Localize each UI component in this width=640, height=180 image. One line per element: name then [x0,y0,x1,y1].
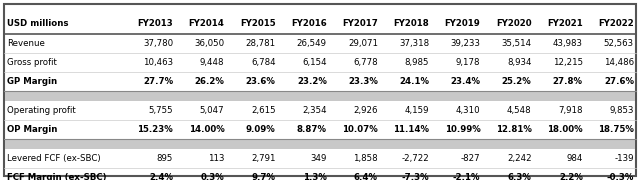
Text: 9.7%: 9.7% [252,173,276,180]
Text: 11.14%: 11.14% [393,125,429,134]
Text: 23.6%: 23.6% [246,77,276,86]
Text: 39,233: 39,233 [451,39,481,48]
Text: FCF Margin (ex-SBC): FCF Margin (ex-SBC) [7,173,106,180]
Text: 349: 349 [310,154,327,163]
Text: 6,778: 6,778 [353,58,378,67]
Text: 14.00%: 14.00% [189,125,225,134]
Text: 36,050: 36,050 [195,39,225,48]
Text: 7,918: 7,918 [558,106,583,115]
Text: 8,934: 8,934 [507,58,532,67]
Text: 8,985: 8,985 [404,58,429,67]
Text: 2,615: 2,615 [251,106,276,115]
Text: Levered FCF (ex-SBC): Levered FCF (ex-SBC) [7,154,100,163]
Text: 6,154: 6,154 [302,58,327,67]
Text: FY2015: FY2015 [240,19,276,28]
Text: 1.3%: 1.3% [303,173,327,180]
Text: 37,780: 37,780 [143,39,173,48]
Text: FY2017: FY2017 [342,19,378,28]
Text: -2.1%: -2.1% [453,173,481,180]
Text: 9.09%: 9.09% [246,125,276,134]
Text: 37,318: 37,318 [399,39,429,48]
Text: 12,215: 12,215 [553,58,583,67]
Text: GP Margin: GP Margin [7,77,57,86]
Text: 29,071: 29,071 [348,39,378,48]
Text: 25.2%: 25.2% [502,77,532,86]
Text: 10,463: 10,463 [143,58,173,67]
Text: 5,047: 5,047 [200,106,225,115]
Text: 6,784: 6,784 [251,58,276,67]
Text: 43,983: 43,983 [553,39,583,48]
Text: 23.4%: 23.4% [451,77,481,86]
Text: 26,549: 26,549 [297,39,327,48]
Text: 28,781: 28,781 [246,39,276,48]
Text: FY2016: FY2016 [291,19,327,28]
Text: -7.3%: -7.3% [401,173,429,180]
Text: 18.00%: 18.00% [547,125,583,134]
Text: 15.23%: 15.23% [138,125,173,134]
Text: -827: -827 [461,154,481,163]
Text: 27.6%: 27.6% [604,77,634,86]
Text: 10.07%: 10.07% [342,125,378,134]
Bar [5,139,635,149]
Text: 4,548: 4,548 [507,106,532,115]
Text: 8.87%: 8.87% [297,125,327,134]
Text: 2,791: 2,791 [251,154,276,163]
Text: -2,722: -2,722 [401,154,429,163]
Text: 0.3%: 0.3% [201,173,225,180]
Text: USD millions: USD millions [7,19,68,28]
Text: 6.4%: 6.4% [354,173,378,180]
Text: FY2022: FY2022 [598,19,634,28]
Text: -139: -139 [614,154,634,163]
Text: 2,926: 2,926 [353,106,378,115]
Text: 2.4%: 2.4% [149,173,173,180]
Text: 12.81%: 12.81% [496,125,532,134]
Text: 4,310: 4,310 [456,106,481,115]
Text: 6.3%: 6.3% [508,173,532,180]
Text: 26.2%: 26.2% [195,77,225,86]
Text: 18.75%: 18.75% [598,125,634,134]
Text: 2,242: 2,242 [507,154,532,163]
Text: 23.3%: 23.3% [348,77,378,86]
Text: 27.7%: 27.7% [143,77,173,86]
Text: 9,178: 9,178 [456,58,481,67]
Text: 35,514: 35,514 [502,39,532,48]
Text: Revenue: Revenue [7,39,45,48]
Text: 27.8%: 27.8% [553,77,583,86]
Text: OP Margin: OP Margin [7,125,58,134]
Text: 14,486: 14,486 [604,58,634,67]
Text: 113: 113 [208,154,225,163]
Text: 24.1%: 24.1% [399,77,429,86]
Text: FY2021: FY2021 [547,19,583,28]
Text: 9,853: 9,853 [609,106,634,115]
Text: 2,354: 2,354 [302,106,327,115]
Text: Gross profit: Gross profit [7,58,57,67]
Text: 4,159: 4,159 [404,106,429,115]
Text: 23.2%: 23.2% [297,77,327,86]
Text: Operating profit: Operating profit [7,106,76,115]
Bar [5,91,635,101]
Text: FY2014: FY2014 [189,19,225,28]
Text: FY2013: FY2013 [138,19,173,28]
Text: FY2018: FY2018 [394,19,429,28]
Text: 5,755: 5,755 [148,106,173,115]
Text: 895: 895 [157,154,173,163]
Text: 984: 984 [566,154,583,163]
Text: FY2019: FY2019 [445,19,481,28]
Text: 2.2%: 2.2% [559,173,583,180]
Text: 52,563: 52,563 [604,39,634,48]
Text: FY2020: FY2020 [496,19,532,28]
Text: 10.99%: 10.99% [445,125,481,134]
Text: -0.3%: -0.3% [607,173,634,180]
Text: 1,858: 1,858 [353,154,378,163]
Text: 9,448: 9,448 [200,58,225,67]
